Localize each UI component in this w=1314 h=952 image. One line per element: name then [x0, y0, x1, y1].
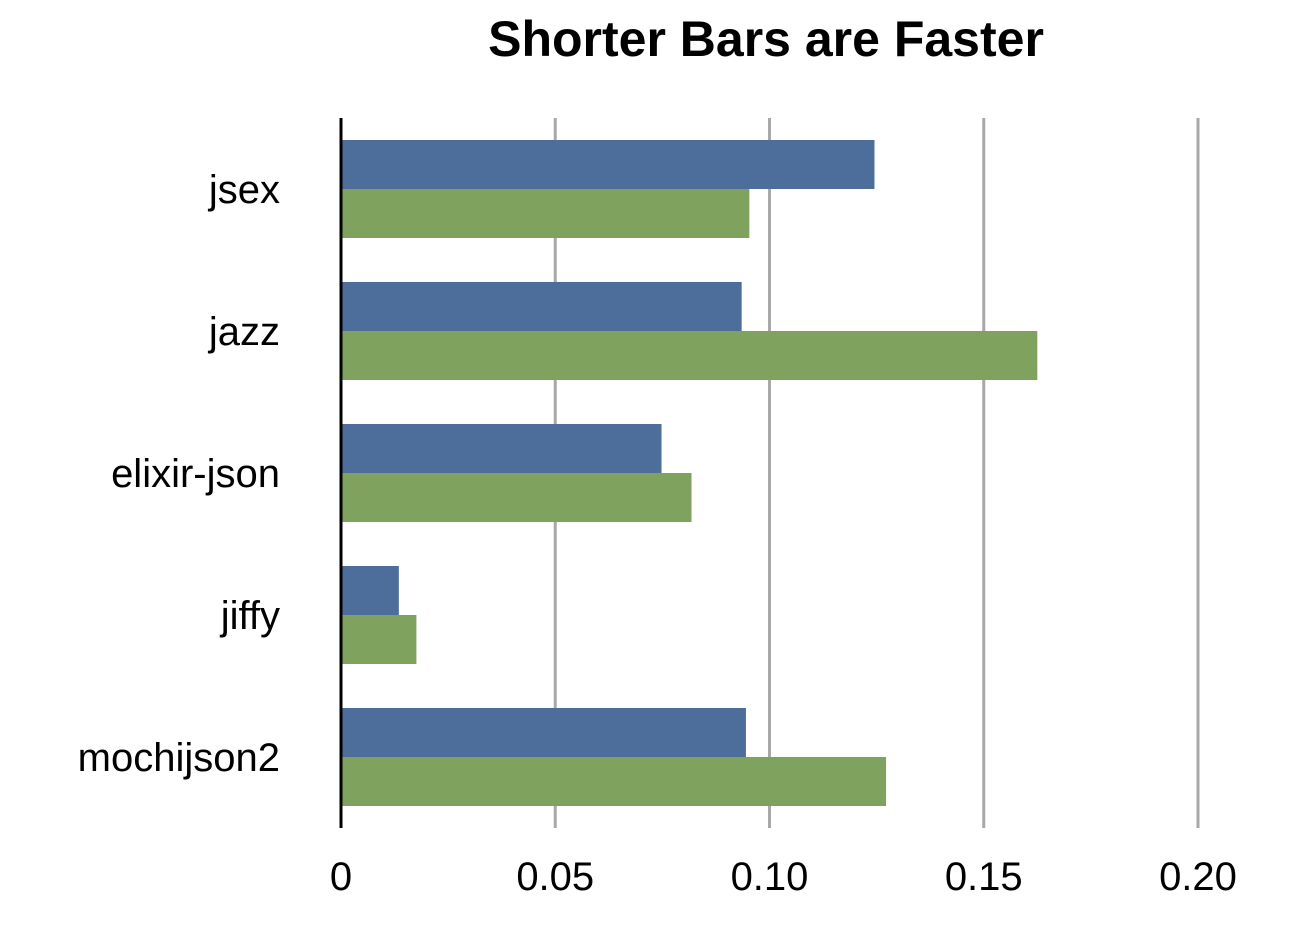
x-tick-label-4: 0.20	[1159, 855, 1237, 899]
category-label-2: elixir-json	[111, 452, 280, 496]
x-tick-label-3: 0.15	[945, 855, 1023, 899]
bar-elixir-json-series-1	[341, 424, 662, 473]
category-label-3: jiffy	[220, 594, 280, 638]
bar-mochijson2-series-1	[341, 708, 746, 757]
bar-jiffy-series-1	[341, 566, 399, 615]
category-labels: jsex jazz elixir-json jiffy mochijson2	[78, 168, 280, 780]
x-tick-label-2: 0.10	[731, 855, 809, 899]
bar-elixir-json-series-2	[341, 473, 692, 522]
category-label-1: jazz	[208, 310, 280, 354]
bar-jsex-series-2	[341, 189, 750, 238]
chart-title: Shorter Bars are Faster	[488, 11, 1044, 67]
bar-mochijson2-series-2	[341, 757, 887, 806]
category-label-0: jsex	[208, 168, 280, 212]
bar-jiffy-series-2	[341, 615, 417, 664]
bar-jazz-series-1	[341, 282, 742, 331]
x-tick-label-1: 0.05	[516, 855, 594, 899]
bar-jazz-series-2	[341, 331, 1038, 380]
bar-jsex-series-1	[341, 140, 875, 189]
bars	[341, 140, 1038, 806]
category-label-4: mochijson2	[78, 736, 280, 780]
x-axis-tick-labels: 0 0.05 0.10 0.15 0.20	[330, 855, 1237, 899]
x-tick-label-0: 0	[330, 855, 352, 899]
